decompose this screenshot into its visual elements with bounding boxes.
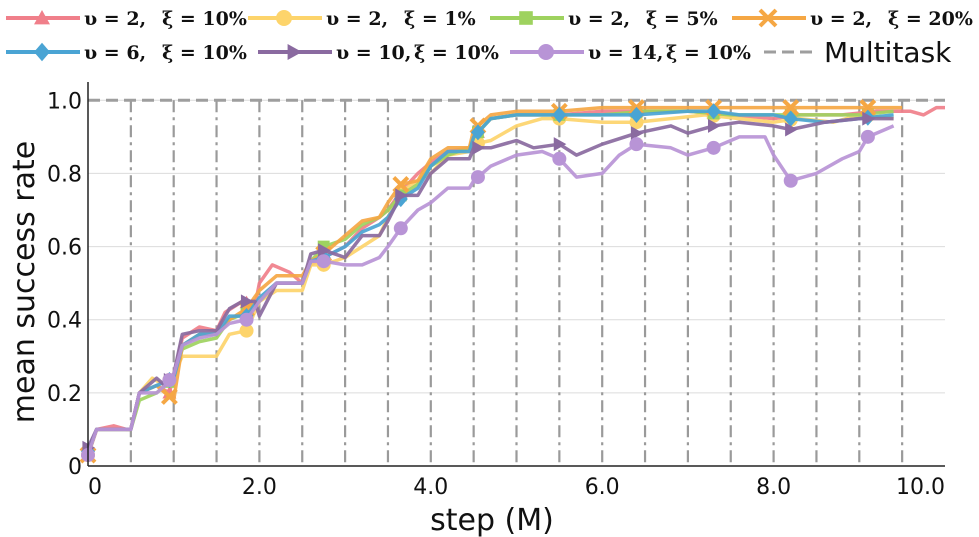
legend-label: υ = 2,: [810, 8, 872, 30]
series-marker: [318, 243, 331, 258]
series-marker: [395, 188, 408, 203]
series-marker: [472, 140, 485, 155]
series-marker: [552, 151, 567, 166]
legend-label: Multitask: [824, 36, 952, 69]
marker-x-stroke: [782, 99, 800, 117]
series-marker: [783, 110, 798, 127]
legend-swatch-marker: [519, 11, 533, 25]
legend-swatch-marker: [34, 10, 50, 25]
legend-swatch-marker: [287, 44, 302, 60]
legend-label: υ = 2,: [84, 8, 146, 30]
y-tick-label: 0.2: [47, 382, 82, 407]
series-marker: [706, 140, 721, 155]
y-axis-label: mean success rate: [7, 141, 42, 423]
y-tick-label: 0.6: [47, 236, 82, 261]
series-marker: [240, 294, 254, 309]
legend-item: υ = 2, ξ = 1%: [248, 8, 476, 30]
series-line: [86, 116, 894, 449]
x-tick-label: 6.0: [585, 475, 620, 500]
y-tick-label: 0: [68, 455, 82, 480]
x-tick-label: 0: [88, 475, 102, 500]
legend-item: υ = 6, ξ = 10%: [6, 42, 247, 64]
series-marker: [316, 254, 331, 269]
axes: 0 0.2 0.4 0.6 0.8 1.0 0 2.0 4.0 6.0 8.0 10.0: [47, 82, 945, 500]
legend-swatch-marker: [538, 44, 554, 60]
chart-legend: υ = 2, ξ = 10% υ = 2, ξ = 1% υ = 2, ξ = 5% υ =…: [6, 8, 973, 69]
series-marker: [239, 312, 254, 327]
x-tick-label: 8.0: [756, 475, 791, 500]
series-marker: [782, 99, 800, 117]
marker-x-stroke: [758, 8, 778, 28]
legend-label-xi: ξ = 20%: [888, 8, 973, 30]
legend-item: Multitask: [764, 36, 952, 69]
series-marker: [785, 122, 798, 137]
series-marker: [553, 137, 567, 152]
series-marker: [629, 137, 644, 152]
series-marker: [708, 118, 721, 133]
legend-item: υ = 14, ξ = 10%: [510, 42, 751, 64]
series-marker: [470, 124, 485, 141]
legend-label: υ = 6,: [84, 42, 146, 64]
series-marker: [783, 173, 798, 188]
y-tick-label: 0.4: [47, 309, 82, 334]
legend-label-xi: ξ = 10%: [162, 8, 247, 30]
series-marker: [162, 373, 177, 388]
x-tick-label: 10.0: [896, 475, 945, 500]
series-line: [86, 124, 895, 456]
legend-item: υ = 2, ξ = 20%: [732, 8, 973, 30]
series-marker: [706, 103, 721, 120]
series-marker: [630, 126, 644, 141]
series-marker: [860, 129, 875, 144]
series-marker: [862, 111, 875, 126]
legend-label: υ = 2,: [568, 8, 630, 30]
series-marker: [239, 323, 254, 338]
series-marker: [393, 221, 408, 236]
legend-item: υ = 10, ξ = 10%: [258, 42, 499, 64]
legend-label-xi: ξ = 10%: [162, 42, 247, 64]
x-tick-label: 4.0: [413, 475, 448, 500]
legend-label-xi: ξ = 1%: [404, 8, 476, 30]
dashdot-vertical-lines: [129, 100, 904, 466]
legend-label: υ = 10,: [336, 42, 411, 64]
legend-label-xi: ξ = 10%: [414, 42, 499, 64]
series-marker: [470, 170, 485, 185]
legend-item: υ = 2, ξ = 5%: [490, 8, 718, 30]
series-line: [86, 105, 903, 456]
x-axis-label: step (M): [430, 503, 554, 537]
series-marker: [161, 388, 178, 405]
legend-label: υ = 14,: [588, 42, 663, 64]
legend-label: υ = 2,: [326, 8, 388, 30]
series-marker: [629, 106, 644, 123]
y-tick-label: 0.8: [47, 162, 82, 187]
legend-swatch-marker: [276, 10, 292, 26]
legend-swatch-marker: [34, 42, 50, 62]
x-tick-label: 2.0: [242, 475, 277, 500]
legend-swatch-marker: [758, 8, 778, 28]
legend-item: υ = 2, ξ = 10%: [6, 8, 247, 30]
marker-x-stroke: [161, 388, 178, 405]
legend-label-xi: ξ = 5%: [646, 8, 718, 30]
series-marker: [552, 106, 567, 123]
legend-label-xi: ξ = 10%: [666, 42, 751, 64]
y-tick-label: 1.0: [47, 89, 82, 114]
